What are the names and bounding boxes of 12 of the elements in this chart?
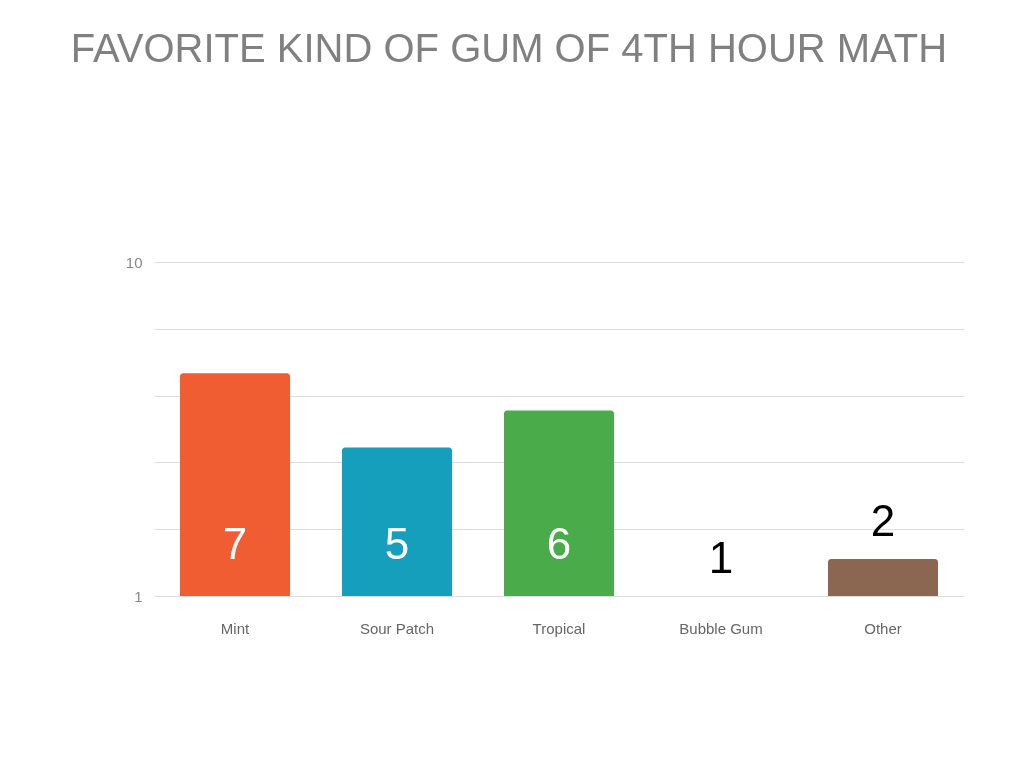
data-label: 6 — [546, 519, 572, 568]
x-tick-label: Other — [864, 619, 902, 637]
data-label: 5 — [384, 519, 410, 568]
x-tick-label: Bubble Gum — [679, 619, 763, 637]
x-tick-label: Sour Patch — [359, 619, 435, 637]
data-label: 7 — [222, 519, 248, 568]
x-tick-label: Tropical — [532, 619, 586, 637]
y-tick-label: 10 — [125, 253, 143, 271]
chart-title: FAVORITE KIND OF GUM OF 4TH HOUR MATH — [70, 26, 948, 70]
x-tick-label: Mint — [220, 619, 250, 637]
data-label: 1 — [708, 533, 734, 582]
data-label: 2 — [870, 495, 896, 545]
